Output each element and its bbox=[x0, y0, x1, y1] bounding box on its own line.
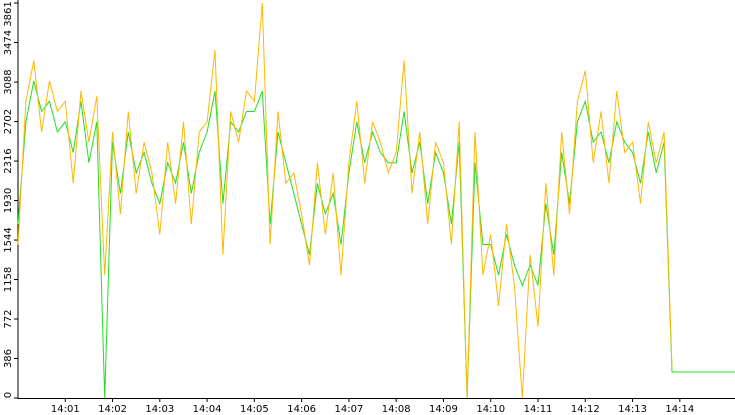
y-tick-label: 2702 bbox=[3, 109, 14, 134]
x-tick-label: 14:03 bbox=[145, 404, 174, 415]
y-tick-label: 3474 bbox=[3, 30, 14, 55]
y-tick-label: 386 bbox=[3, 349, 14, 368]
y-tick-label: 1544 bbox=[3, 227, 14, 252]
y-tick-label: 1158 bbox=[3, 267, 14, 292]
x-tick-label: 14:10 bbox=[476, 404, 505, 415]
x-tick-label: 14:12 bbox=[571, 404, 600, 415]
y-tick-label: 2316 bbox=[3, 148, 14, 173]
x-tick-label: 14:04 bbox=[193, 404, 222, 415]
y-tick-label: 772 bbox=[3, 309, 14, 328]
series-line bbox=[17, 2, 673, 399]
y-tick-label: 3861 bbox=[3, 1, 14, 26]
y-tick-label: 3088 bbox=[3, 69, 14, 94]
x-tick-label: 14:07 bbox=[335, 404, 364, 415]
x-tick-label: 14:06 bbox=[287, 404, 316, 415]
x-tick-label: 14:09 bbox=[429, 404, 458, 415]
series-line bbox=[17, 80, 735, 399]
y-tick-label: 1930 bbox=[3, 188, 14, 213]
x-tick-label: 14:13 bbox=[618, 404, 647, 415]
x-tick-label: 14:05 bbox=[240, 404, 269, 415]
x-tick-label: 14:01 bbox=[51, 404, 80, 415]
x-tick-label: 14:14 bbox=[665, 404, 694, 415]
y-tick-label: 0 bbox=[3, 392, 14, 398]
x-tick-label: 14:08 bbox=[382, 404, 411, 415]
x-tick-label: 14:11 bbox=[524, 404, 553, 415]
x-tick-label: 14:02 bbox=[98, 404, 127, 415]
